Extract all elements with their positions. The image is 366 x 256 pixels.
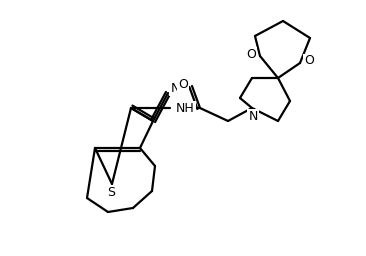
Text: NH: NH [176,101,195,114]
Text: O: O [178,79,188,91]
Text: S: S [107,186,115,198]
Text: O: O [246,48,256,60]
Text: N: N [248,110,258,123]
Text: N: N [170,81,180,94]
Text: O: O [304,55,314,68]
